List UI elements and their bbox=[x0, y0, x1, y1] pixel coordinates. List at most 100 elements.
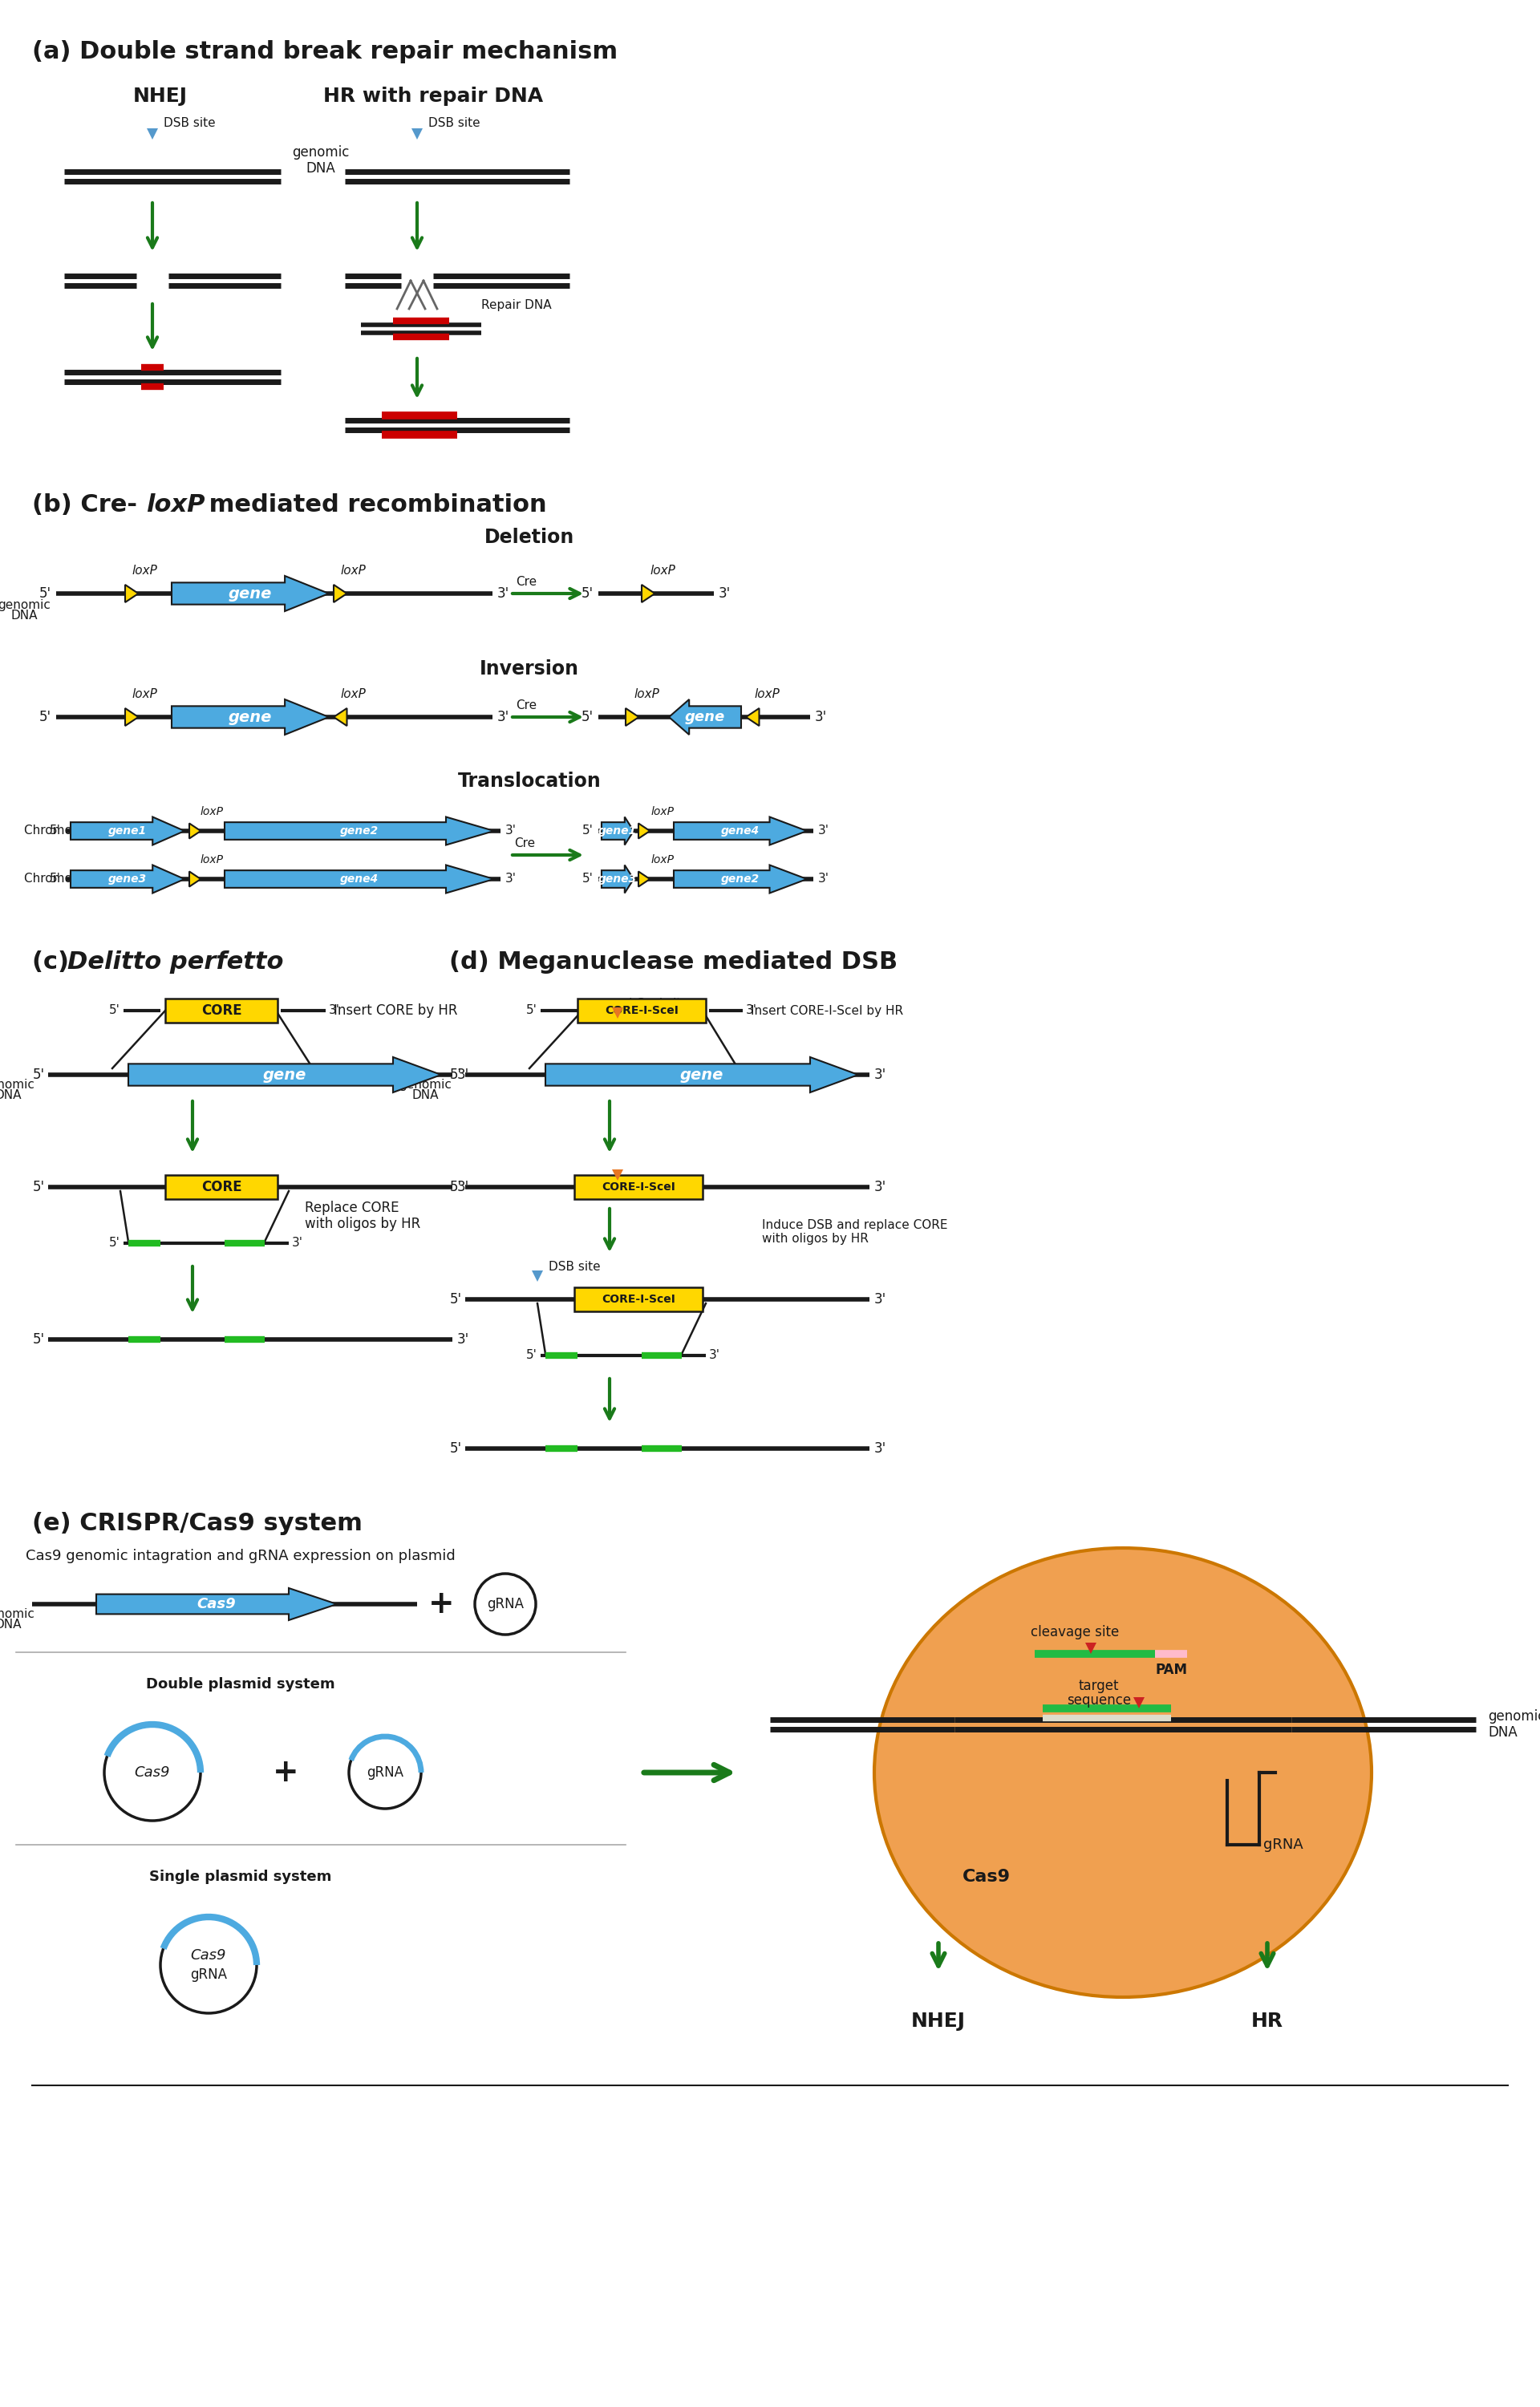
Text: 3': 3' bbox=[875, 1293, 887, 1307]
Polygon shape bbox=[545, 1057, 858, 1093]
Text: Cre: Cre bbox=[516, 700, 536, 712]
Text: Deletion: Deletion bbox=[485, 527, 574, 546]
Text: (e) CRISPR/Cas9 system: (e) CRISPR/Cas9 system bbox=[32, 1512, 362, 1536]
Text: Cas9 genomic intagration and gRNA expression on plasmid: Cas9 genomic intagration and gRNA expres… bbox=[26, 1548, 456, 1562]
FancyBboxPatch shape bbox=[574, 1175, 702, 1199]
Polygon shape bbox=[189, 871, 200, 886]
Text: loxP: loxP bbox=[755, 688, 779, 700]
Text: Cre: Cre bbox=[516, 575, 536, 587]
Text: 3': 3' bbox=[293, 1237, 303, 1249]
Text: Insert CORE by HR: Insert CORE by HR bbox=[334, 1004, 457, 1018]
Polygon shape bbox=[675, 816, 807, 845]
Polygon shape bbox=[171, 575, 330, 611]
Polygon shape bbox=[639, 871, 650, 886]
Text: 5': 5' bbox=[38, 710, 51, 725]
Text: +: + bbox=[273, 1757, 299, 1788]
Text: loxP: loxP bbox=[131, 566, 157, 578]
Text: gene3: gene3 bbox=[599, 874, 638, 886]
Polygon shape bbox=[668, 700, 741, 734]
Polygon shape bbox=[146, 128, 159, 140]
Text: Translocation: Translocation bbox=[457, 773, 601, 792]
Text: gRNA: gRNA bbox=[189, 1967, 226, 1981]
Text: gene: gene bbox=[228, 710, 273, 725]
Text: Inversion: Inversion bbox=[479, 660, 579, 679]
Text: 3': 3' bbox=[497, 587, 510, 602]
Polygon shape bbox=[334, 585, 346, 602]
Text: genomic: genomic bbox=[0, 1608, 34, 1620]
Text: Double plasmid system: Double plasmid system bbox=[146, 1678, 336, 1692]
Text: 5': 5' bbox=[582, 710, 593, 725]
Text: 3': 3' bbox=[745, 1004, 758, 1016]
Text: 5': 5' bbox=[450, 1293, 462, 1307]
Text: loxP: loxP bbox=[200, 854, 223, 867]
Text: genomic
DNA: genomic DNA bbox=[293, 144, 350, 176]
Polygon shape bbox=[334, 708, 346, 727]
Text: loxP: loxP bbox=[340, 566, 365, 578]
Polygon shape bbox=[225, 816, 494, 845]
Text: gene4: gene4 bbox=[340, 874, 379, 886]
Polygon shape bbox=[1086, 1642, 1096, 1654]
Text: Insert CORE-I-SceI by HR: Insert CORE-I-SceI by HR bbox=[752, 1004, 904, 1016]
Text: DNA: DNA bbox=[11, 609, 37, 621]
Circle shape bbox=[350, 1735, 420, 1808]
Text: 3': 3' bbox=[818, 874, 830, 886]
Circle shape bbox=[474, 1574, 536, 1634]
Text: +: + bbox=[428, 1589, 454, 1620]
Text: DSB site: DSB site bbox=[428, 118, 480, 130]
Text: 3': 3' bbox=[875, 1179, 887, 1194]
Text: 5': 5' bbox=[527, 1350, 537, 1362]
Text: (a) Double strand break repair mechanism: (a) Double strand break repair mechanism bbox=[32, 41, 618, 63]
Text: PAM: PAM bbox=[1155, 1663, 1187, 1678]
Text: mediated recombination: mediated recombination bbox=[200, 493, 547, 518]
Polygon shape bbox=[1133, 1697, 1144, 1709]
Polygon shape bbox=[611, 1170, 624, 1182]
Text: DNA: DNA bbox=[0, 1620, 22, 1632]
Text: Cre: Cre bbox=[514, 838, 534, 850]
Text: 5': 5' bbox=[38, 587, 51, 602]
Text: gene1: gene1 bbox=[599, 826, 638, 838]
Text: 3': 3' bbox=[818, 826, 830, 838]
Text: genomic: genomic bbox=[0, 1078, 34, 1090]
FancyBboxPatch shape bbox=[165, 1175, 277, 1199]
Text: Chromosome B: Chromosome B bbox=[25, 874, 119, 886]
Text: (b) Cre-: (b) Cre- bbox=[32, 493, 137, 518]
Text: 3': 3' bbox=[497, 710, 510, 725]
Polygon shape bbox=[128, 1057, 440, 1093]
Text: Repair DNA: Repair DNA bbox=[480, 298, 551, 311]
Text: loxP: loxP bbox=[651, 806, 675, 818]
Text: gene: gene bbox=[263, 1066, 306, 1083]
Text: 5': 5' bbox=[109, 1004, 120, 1016]
Text: 3': 3' bbox=[875, 1442, 887, 1456]
Polygon shape bbox=[745, 708, 759, 727]
Polygon shape bbox=[225, 864, 494, 893]
FancyBboxPatch shape bbox=[165, 999, 277, 1023]
Text: DSB site: DSB site bbox=[163, 118, 216, 130]
Polygon shape bbox=[675, 864, 807, 893]
Text: 5': 5' bbox=[582, 874, 593, 886]
Text: DNA: DNA bbox=[0, 1090, 22, 1102]
Text: 5': 5' bbox=[49, 826, 62, 838]
Text: (d) Meganuclease mediated DSB: (d) Meganuclease mediated DSB bbox=[450, 951, 898, 975]
Polygon shape bbox=[602, 816, 633, 845]
Text: 3': 3' bbox=[875, 1069, 887, 1083]
Text: 5': 5' bbox=[32, 1179, 45, 1194]
Text: 3': 3' bbox=[457, 1331, 470, 1346]
Text: 5': 5' bbox=[32, 1069, 45, 1083]
Text: HR with repair DNA: HR with repair DNA bbox=[323, 87, 544, 106]
Text: 5': 5' bbox=[582, 587, 593, 602]
Polygon shape bbox=[531, 1271, 544, 1281]
Text: 5': 5' bbox=[527, 1004, 537, 1016]
Text: gene: gene bbox=[685, 710, 725, 725]
Text: gene: gene bbox=[228, 585, 273, 602]
Text: Single plasmid system: Single plasmid system bbox=[149, 1870, 331, 1885]
Polygon shape bbox=[411, 128, 422, 140]
Text: 3': 3' bbox=[457, 1069, 470, 1083]
Text: CORE-I-SceI: CORE-I-SceI bbox=[602, 1182, 676, 1194]
Text: HR: HR bbox=[1250, 2012, 1283, 2032]
Text: genomic
DNA: genomic DNA bbox=[1488, 1709, 1540, 1740]
Text: I-SceI site: I-SceI site bbox=[628, 996, 688, 1009]
Text: 5': 5' bbox=[32, 1331, 45, 1346]
Polygon shape bbox=[642, 585, 654, 602]
Text: loxP: loxP bbox=[340, 688, 365, 700]
Circle shape bbox=[105, 1723, 200, 1820]
